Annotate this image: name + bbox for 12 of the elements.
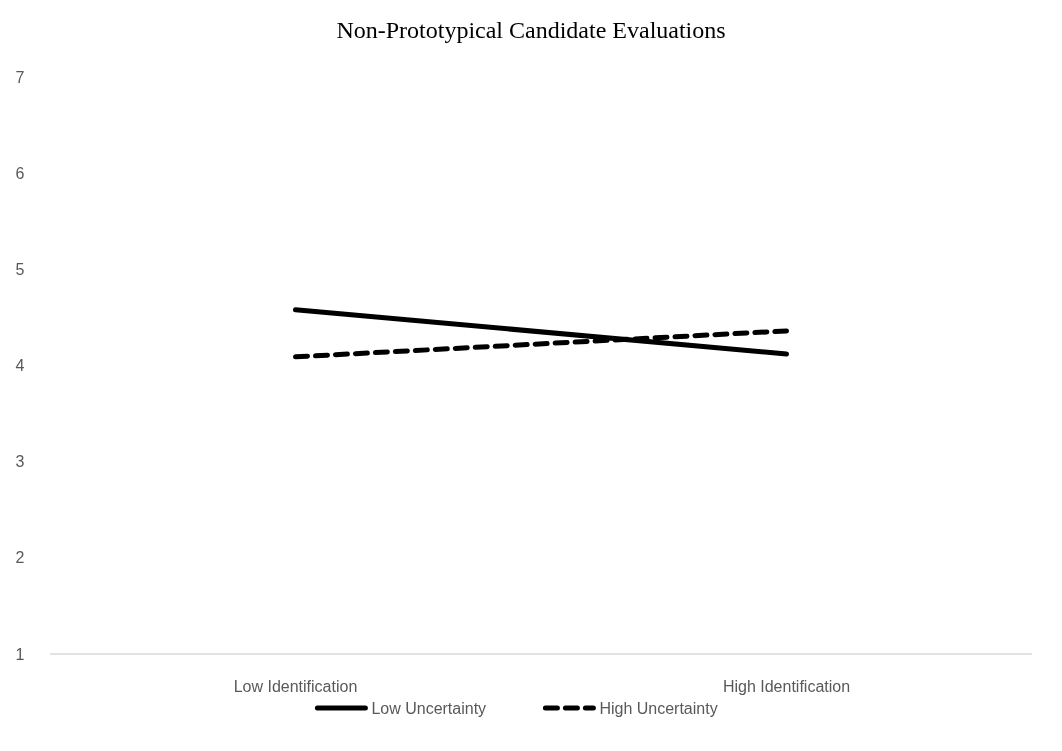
legend-label: Low Uncertainty [371,699,487,717]
y-tick-label: 4 [15,357,25,375]
y-tick-label: 6 [15,164,25,182]
x-tick-label: High Identification [722,678,851,695]
y-tick-label: 1 [15,645,25,663]
y-tick-label: 2 [15,549,25,567]
chart-title: Non-Prototypical Candidate Evaluations [336,17,726,43]
y-tick-label: 5 [15,260,25,278]
y-tick-label: 7 [15,68,25,86]
x-tick-label: Low Identification [233,678,358,695]
legend-label: High Uncertainty [599,699,718,717]
y-tick-label: 3 [15,453,25,471]
